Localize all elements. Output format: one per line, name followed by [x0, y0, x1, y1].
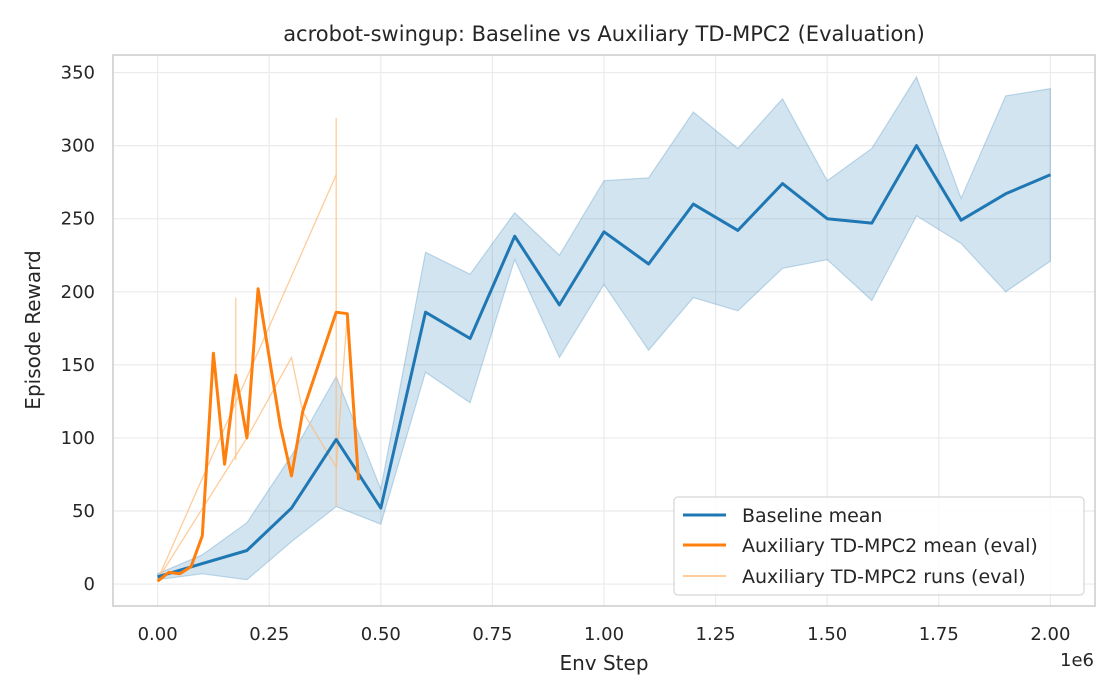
- legend: Baseline mean Auxiliary TD-MPC2 mean (ev…: [673, 496, 1085, 596]
- y-ticks: 0 50 100 150 200 250 300 350: [61, 63, 95, 596]
- y-tick-label-5: 250: [61, 209, 95, 230]
- x-tick-label-1: 0.25: [249, 624, 289, 645]
- y-tick-label-3: 150: [61, 355, 95, 376]
- x-tick-label-6: 1.50: [807, 624, 847, 645]
- x-tick-label-3: 0.75: [472, 624, 512, 645]
- baseline-band: [157, 75, 1052, 581]
- y-axis-label: Episode Reward: [21, 250, 45, 409]
- chart-title: acrobot-swingup: Baseline vs Auxiliary T…: [283, 22, 925, 46]
- x-tick-label-2: 0.50: [361, 624, 401, 645]
- legend-label-aux-mean: Auxiliary TD-MPC2 mean (eval): [742, 535, 1038, 557]
- x-tick-label-7: 1.75: [919, 624, 959, 645]
- x-tick-label-8: 2.00: [1030, 624, 1070, 645]
- legend-label-aux-runs: Auxiliary TD-MPC2 runs (eval): [742, 566, 1026, 588]
- y-tick-label-0: 0: [84, 574, 95, 595]
- baseline-band-layer: [157, 75, 1052, 581]
- x-tick-label-4: 1.00: [584, 624, 624, 645]
- baseline-mean-line: [157, 144, 1051, 579]
- legend-label-baseline: Baseline mean: [742, 505, 882, 527]
- y-tick-label-4: 200: [61, 282, 95, 303]
- x-tick-label-5: 1.25: [696, 624, 736, 645]
- y-tick-label-2: 100: [61, 428, 95, 449]
- lines-layer: [156, 144, 1051, 583]
- y-tick-label-6: 300: [61, 136, 95, 157]
- y-tick-label-7: 350: [61, 63, 95, 84]
- x-ticks: 0.00 0.25 0.50 0.75 1.00 1.25 1.50 1.75 2.00: [138, 624, 1071, 645]
- x-axis-scale-label: 1e6: [1060, 650, 1094, 671]
- plot-frame: [112, 54, 1096, 607]
- legend-box: [673, 496, 1085, 596]
- aux-run-line-0: [157, 174, 337, 580]
- y-tick-label-1: 50: [72, 501, 95, 522]
- x-tick-label-0: 0.00: [138, 624, 178, 645]
- x-axis-label: Env Step: [559, 651, 648, 675]
- aux-mean-line: [156, 287, 360, 583]
